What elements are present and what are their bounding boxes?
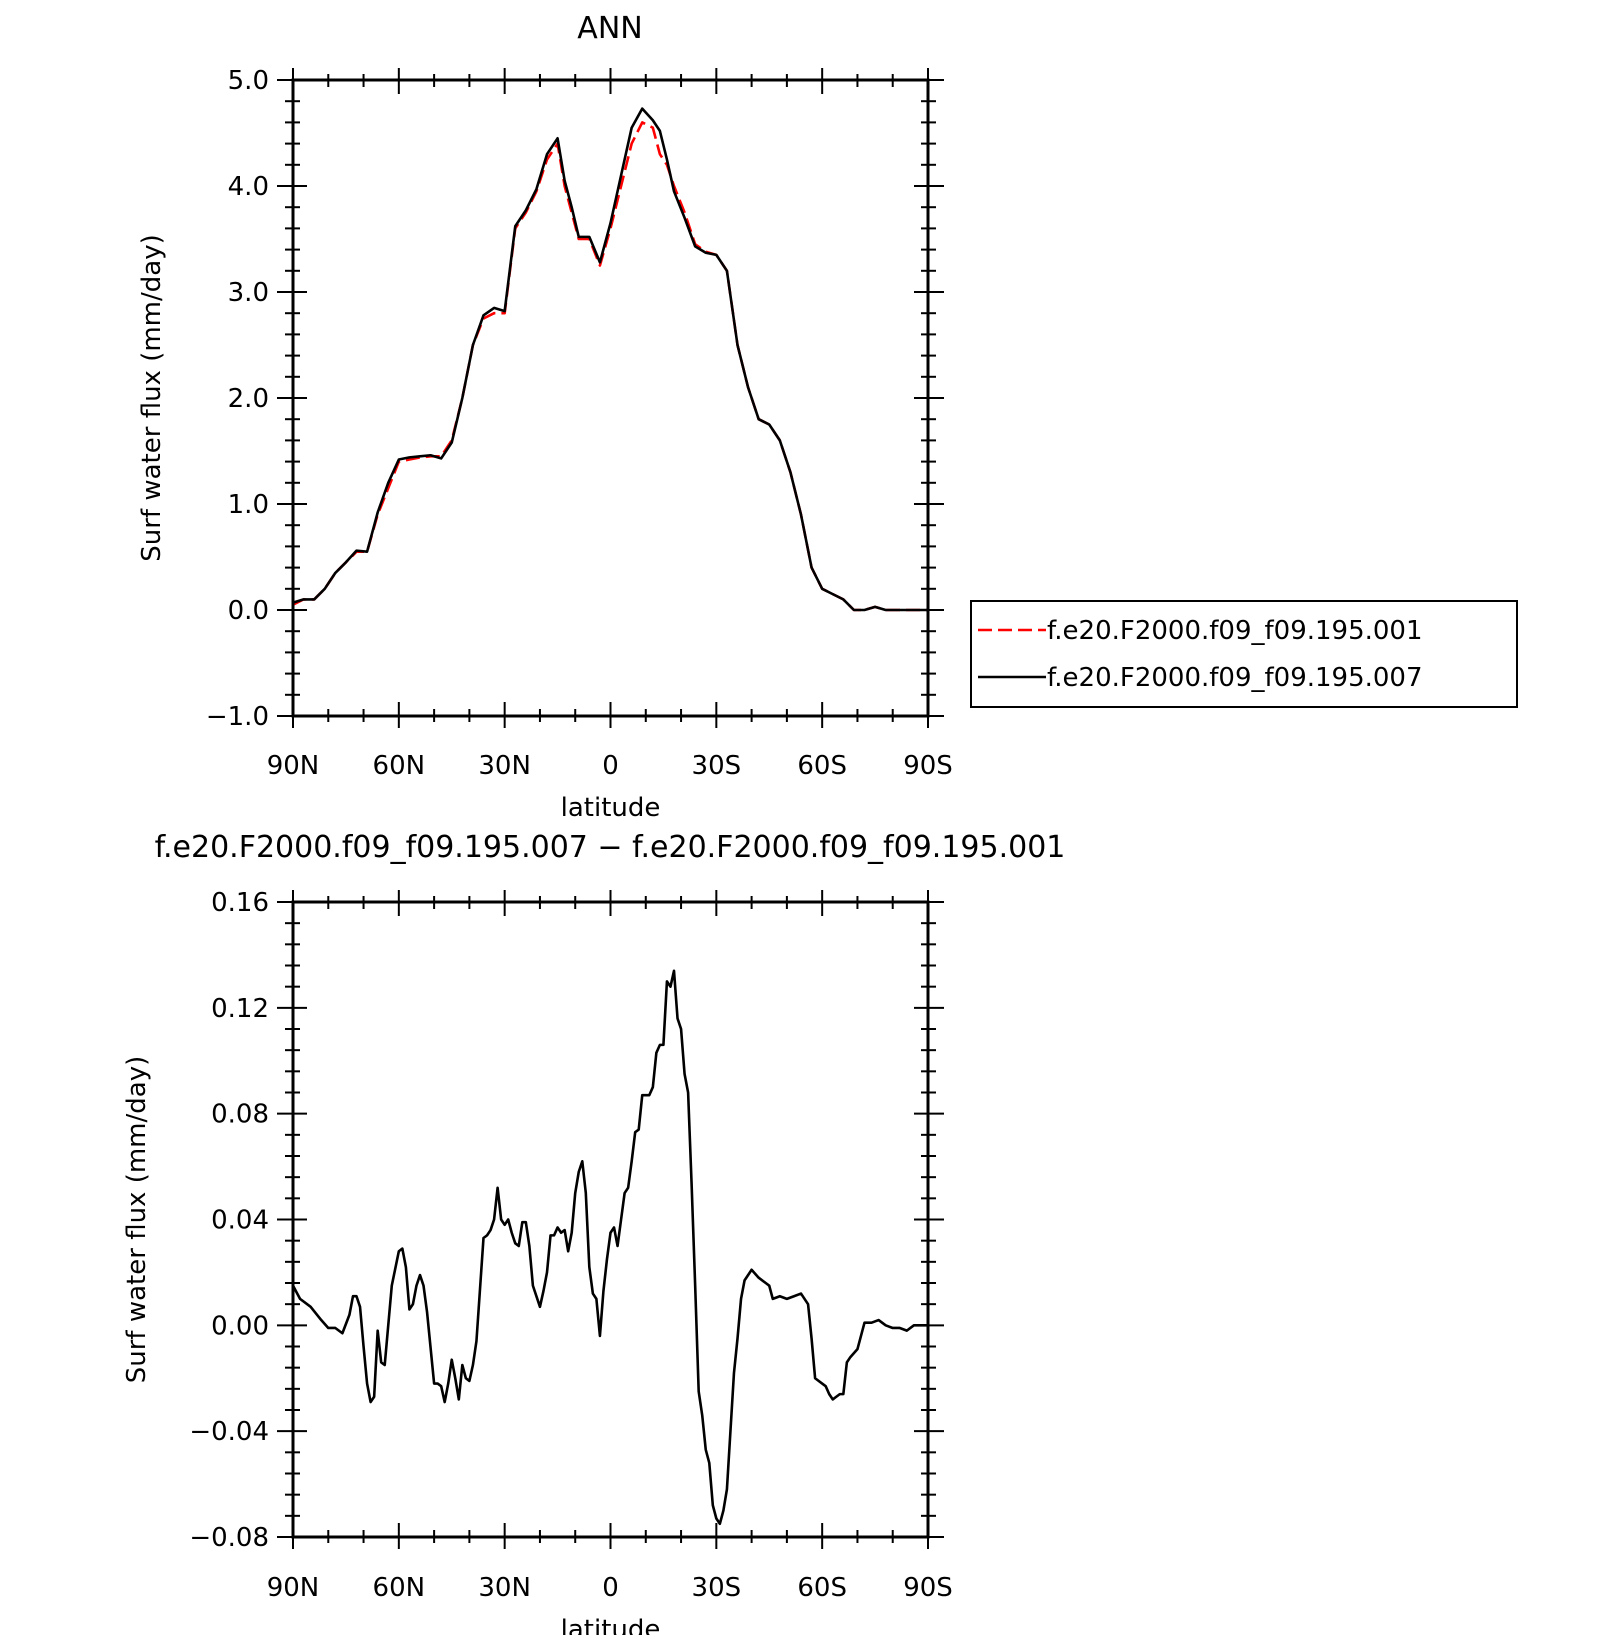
series-line-0 [293,969,928,1526]
x-tick-label: 30S [692,1573,742,1603]
legend-box [970,600,1518,708]
top-panel-annual-flux: ANN 90N 60N 30N 0 30S 60S 90S −1.0 0.0 1.0 2.0 3.0 4.… [137,11,1518,823]
y-tick-label: 5.0 [228,66,269,96]
x-tick-label: 90S [903,1573,953,1603]
y-tick-label: 3.0 [228,278,269,308]
x-tick-label: 0 [602,751,619,781]
series-line-0 [293,121,928,612]
y-tick-label: −1.0 [206,702,269,732]
legend: f.e20.F2000.f09_f09.195.001 f.e20.F2000.f… [970,600,1518,708]
y-tick-label: 0.0 [228,596,269,626]
x-tick-label: 0 [602,1573,619,1603]
y-tick-label: 0.00 [211,1311,269,1341]
x-axis-title: latitude [561,1615,661,1635]
y-axis-title: Surf water flux (mm/day) [122,1056,152,1383]
x-tick-label: 90N [267,751,320,781]
y-tick-label: 0.16 [211,888,269,918]
y-tick-label: 4.0 [228,172,269,202]
plot-frame [291,78,930,718]
y-tick-label: 0.04 [211,1206,269,1236]
plot-title: ANN [577,11,642,46]
x-tick-label: 60S [797,1573,847,1603]
y-tick-label: 2.0 [228,384,269,414]
series-line-1 [293,107,928,612]
x-tick-label: 90S [903,751,953,781]
y-tick-label: 1.0 [228,490,269,520]
x-tick-label: 90N [267,1573,320,1603]
plot-frame [291,900,930,1539]
y-tick-label: 0.08 [211,1100,269,1130]
x-tick-label: 60N [373,1573,426,1603]
y-tick-label: −0.04 [189,1417,269,1447]
x-tick-label: 30S [692,751,742,781]
y-tick-label: −0.08 [189,1523,269,1553]
bottom-panel-difference: f.e20.F2000.f09_f09.195.007 − f.e20.F200… [122,830,1065,1635]
y-tick-label: 0.12 [211,994,269,1024]
y-axis-title: Surf water flux (mm/day) [137,234,167,561]
x-tick-label: 60N [373,751,426,781]
x-axis-title: latitude [561,793,661,823]
plot-title: f.e20.F2000.f09_f09.195.007 − f.e20.F200… [155,830,1066,865]
x-tick-label: 30N [478,751,531,781]
x-tick-label: 60S [797,751,847,781]
x-tick-label: 30N [478,1573,531,1603]
legend-label-1: f.e20.F2000.f09_f09.195.007 [1047,663,1423,693]
legend-label-0: f.e20.F2000.f09_f09.195.001 [1047,616,1423,646]
